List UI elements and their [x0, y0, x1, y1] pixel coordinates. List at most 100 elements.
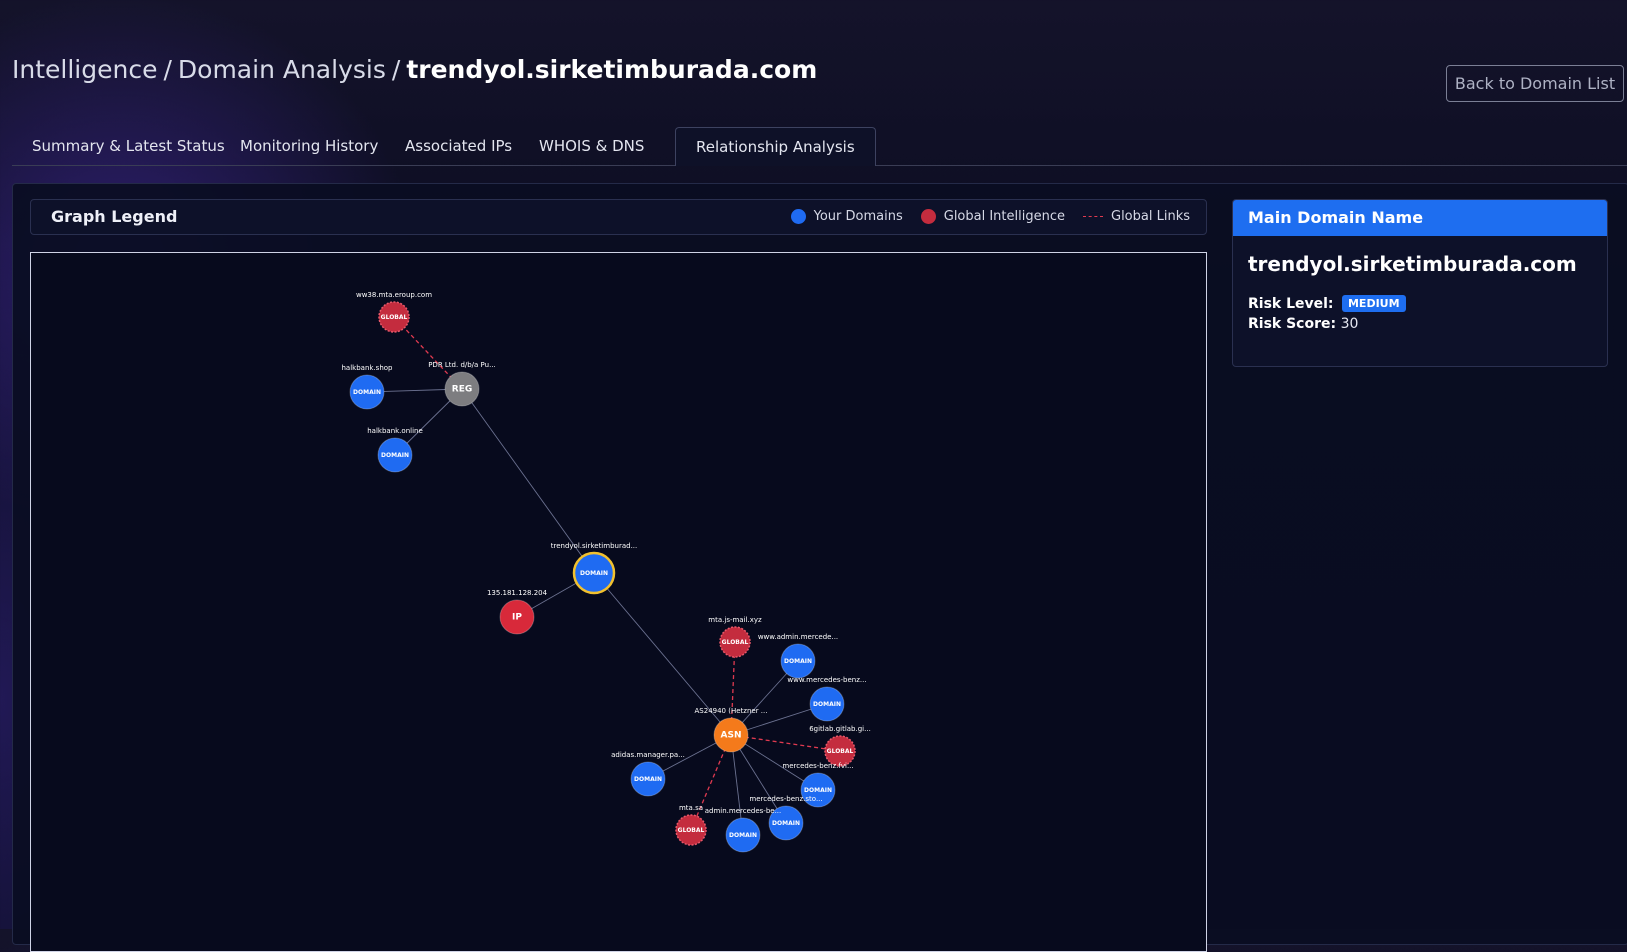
legend-items: Your Domains Global Intelligence Global … [773, 209, 1190, 224]
graph-node-ip[interactable]: IP 135.181.128.204 [487, 589, 548, 635]
relationship-edge [593, 572, 732, 736]
risk-level-row: Risk Level: MEDIUM [1248, 295, 1406, 312]
node-type-text: DOMAIN [381, 452, 409, 459]
node-circle[interactable] [768, 805, 804, 841]
node-circle[interactable] [675, 814, 707, 846]
node-label: adidas.manager.pa... [611, 751, 685, 759]
node-label: AS24940 (Hetzner ... [695, 707, 768, 715]
node-label: 135.181.128.204 [487, 589, 548, 597]
graph-node-reg[interactable]: REG PDR Ltd. d/b/a Pu... [428, 361, 496, 407]
node-circle[interactable] [713, 717, 749, 753]
graph-node-d3[interactable]: DOMAIN www.admin.mercede... [758, 633, 838, 679]
breadcrumb-current-domain: trendyol.sirketimburada.com [406, 55, 818, 84]
global-link-edge [690, 734, 732, 831]
node-label: PDR Ltd. d/b/a Pu... [428, 361, 496, 369]
risk-level-label: Risk Level: [1248, 296, 1334, 312]
graph-node-d8[interactable]: DOMAIN adidas.manager.pa... [611, 751, 685, 797]
node-circle[interactable] [719, 626, 751, 658]
node-circle[interactable] [809, 686, 845, 722]
tab-bar: Summary & Latest Status Monitoring Histo… [12, 127, 1627, 166]
relationship-graph[interactable]: DOMAIN trendyol.sirketimburad... REG PDR Lt… [30, 252, 1207, 952]
tab-summary[interactable]: Summary & Latest Status [32, 137, 225, 155]
legend-global-intelligence-label: Global Intelligence [943, 209, 1065, 224]
tab-associated-ips[interactable]: Associated IPs [405, 137, 513, 155]
node-label: 6gitlab.gitlab.gi... [809, 725, 871, 733]
node-label: mercedes-benz.sto... [749, 795, 822, 803]
node-type-text: DOMAIN [353, 389, 381, 396]
graph-node-main[interactable]: DOMAIN trendyol.sirketimburad... [551, 542, 638, 595]
graph-node-d2[interactable]: DOMAIN halkbank.online [367, 427, 423, 473]
node-circle[interactable] [444, 371, 480, 407]
relationship-edge [730, 734, 787, 824]
node-circle[interactable] [499, 599, 535, 635]
node-circle[interactable] [824, 735, 856, 767]
tab-monitoring-history[interactable]: Monitoring History [240, 137, 379, 155]
breadcrumb: Intelligence / Domain Analysis / trendyol.si… [12, 55, 817, 84]
graph-node-g3[interactable]: GLOBAL 6gitlab.gitlab.gi... [809, 725, 871, 767]
graph-node-d7[interactable]: DOMAIN admin.mercedes-be... [705, 807, 782, 853]
node-circle[interactable] [630, 761, 666, 797]
node-type-text: GLOBAL [381, 314, 408, 321]
breadcrumb-separator: / [163, 55, 172, 84]
graph-node-asn[interactable]: ASN AS24940 (Hetzner ... [695, 707, 768, 753]
node-label: halkbank.online [367, 427, 423, 435]
graph-node-g2[interactable]: GLOBAL mta.js-mail.xyz [708, 616, 762, 658]
node-circle[interactable] [800, 772, 836, 808]
graph-node-g1[interactable]: GLOBAL ww38.mta.eroup.com [356, 291, 432, 333]
node-type-text: IP [512, 613, 522, 623]
node-label: mta.sa [679, 804, 703, 812]
tab-whois-dns[interactable]: WHOIS & DNS [539, 137, 645, 155]
legend-global-links: Global Links [1083, 209, 1190, 224]
relationship-edge [461, 388, 595, 574]
red-dot-icon [920, 209, 936, 224]
breadcrumb-intelligence[interactable]: Intelligence [12, 55, 158, 84]
node-circle[interactable] [377, 437, 413, 473]
tab-relationship-analysis[interactable]: Relationship Analysis [675, 127, 876, 166]
node-label: mta.js-mail.xyz [708, 616, 762, 624]
node-label: halkbank.shop [342, 364, 394, 372]
breadcrumb-domain-analysis[interactable]: Domain Analysis [177, 55, 386, 84]
legend-title: Graph Legend [51, 207, 178, 226]
node-label: trendyol.sirketimburad... [551, 542, 638, 550]
node-circle[interactable] [349, 374, 385, 410]
node-type-text: GLOBAL [827, 748, 854, 755]
back-to-domain-list-button[interactable]: Back to Domain List [1446, 65, 1624, 102]
legend-your-domains-label: Your Domains [813, 209, 903, 224]
node-type-text: DOMAIN [813, 701, 841, 708]
node-type-text: GLOBAL [678, 827, 705, 834]
graph-node-g4[interactable]: GLOBAL mta.sa [675, 804, 707, 846]
node-circle[interactable] [378, 301, 410, 333]
node-type-text: DOMAIN [772, 820, 800, 827]
main-domain-header: Main Domain Name [1233, 200, 1607, 236]
risk-score-row: Risk Score: 30 [1248, 316, 1358, 332]
node-type-text: DOMAIN [729, 832, 757, 839]
node-type-text: GLOBAL [722, 639, 749, 646]
main-domain-card: Main Domain Name trendyol.sirketimburada… [1232, 199, 1608, 367]
node-circle[interactable] [780, 643, 816, 679]
node-type-text: REG [452, 385, 472, 395]
node-circle[interactable] [725, 817, 761, 853]
risk-score-value: 30 [1340, 316, 1359, 332]
graph-node-d1[interactable]: DOMAIN halkbank.shop [342, 364, 394, 410]
breadcrumb-separator: / [391, 55, 401, 84]
graph-canvas[interactable]: DOMAIN trendyol.sirketimburad... REG PDR Lt… [31, 253, 1206, 951]
risk-level-badge: MEDIUM [1341, 295, 1406, 312]
graph-legend: Graph Legend Your Domains Global Intelli… [30, 199, 1207, 235]
global-link-edge [730, 734, 841, 752]
legend-your-domains: Your Domains [790, 209, 903, 224]
node-label: admin.mercedes-be... [705, 807, 782, 815]
node-type-text: DOMAIN [804, 787, 832, 794]
node-circle[interactable] [572, 551, 616, 595]
main-domain-name: trendyol.sirketimburada.com [1248, 252, 1577, 276]
blue-dot-icon [790, 209, 806, 224]
graph-node-d6[interactable]: DOMAIN mercedes-benz.sto... [749, 795, 823, 841]
node-type-text: DOMAIN [634, 776, 662, 783]
node-type-text: DOMAIN [784, 658, 812, 665]
node-type-text: DOMAIN [580, 570, 608, 577]
node-label: www.admin.mercede... [758, 633, 838, 641]
graph-node-d4[interactable]: DOMAIN www.mercedes-benz... [787, 676, 867, 722]
legend-global-intelligence: Global Intelligence [920, 209, 1065, 224]
node-label: www.mercedes-benz... [787, 676, 866, 684]
graph-node-d5[interactable]: DOMAIN mercedes-benz.fvi... [782, 762, 854, 808]
legend-global-links-label: Global Links [1111, 209, 1190, 224]
